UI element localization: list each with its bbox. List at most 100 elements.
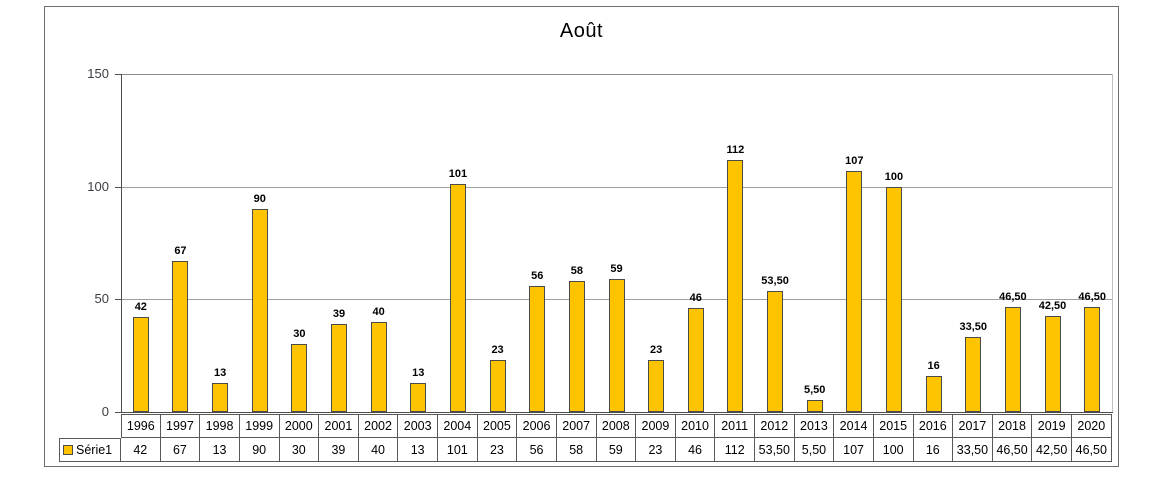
- y-axis-label: 100: [87, 178, 109, 194]
- bar-value-label: 46,50: [1078, 291, 1106, 304]
- value-cell: 90: [239, 438, 280, 462]
- bar: [965, 336, 982, 412]
- value-cell: 33,50: [953, 438, 993, 462]
- year-cell: 2018: [992, 414, 1033, 438]
- y-axis-tick: [115, 299, 121, 301]
- plot-area: 42 67 13 90 30 39 40 13 101 23 56 58 59 23 46 112 53,50 5…: [121, 74, 1113, 412]
- bar: [212, 382, 229, 412]
- y-axis-label: 150: [87, 66, 109, 81]
- gridline: [121, 186, 1112, 188]
- value-cell: 13: [200, 438, 240, 462]
- gridline: [121, 74, 1112, 75]
- value-cell: 42,50: [1032, 438, 1072, 462]
- bar: [648, 360, 665, 412]
- bar: [727, 159, 744, 412]
- bar-value-label: 39: [332, 308, 346, 321]
- bar-value-label: 13: [213, 366, 227, 379]
- year-cell: 2015: [873, 414, 914, 438]
- bar-value-label: 13: [412, 366, 425, 379]
- year-cell: 2012: [755, 414, 795, 438]
- bar: [291, 344, 308, 412]
- value-cell: 46: [675, 438, 716, 462]
- bar: [806, 399, 823, 412]
- year-cell: 1998: [200, 414, 240, 438]
- bar: [489, 360, 506, 412]
- year-cell: 2008: [596, 414, 637, 438]
- value-cell: 101: [438, 438, 478, 462]
- year-cell: 2010: [675, 414, 716, 438]
- year-cell: 1997: [160, 414, 201, 438]
- bar-value-label: 58: [570, 265, 583, 278]
- year-cell: 2003: [398, 414, 438, 438]
- bar-value-label: 101: [448, 168, 468, 181]
- bar: [568, 281, 585, 412]
- year-cell: 2005: [477, 414, 518, 438]
- bar: [1044, 316, 1061, 412]
- bar: [529, 285, 546, 412]
- bar: [172, 261, 189, 412]
- bar-value-label: 90: [253, 193, 266, 206]
- bar: [885, 186, 902, 412]
- y-axis-label: 50: [94, 291, 109, 307]
- year-cell: 2006: [517, 414, 557, 438]
- legend-cell: Série1: [59, 438, 121, 462]
- value-cell: 100: [873, 438, 914, 462]
- value-cell: 39: [319, 438, 359, 462]
- value-cell: 107: [834, 438, 874, 462]
- y-axis-tick: [115, 412, 121, 413]
- year-cell: 2013: [794, 414, 835, 438]
- y-axis: [121, 74, 122, 413]
- year-cell: 2009: [636, 414, 676, 438]
- bar-value-label: 23: [491, 344, 504, 357]
- bar: [251, 209, 268, 412]
- bar-value-label: 30: [293, 328, 306, 341]
- year-cell: 2016: [913, 414, 954, 438]
- year-cell: 2000: [279, 414, 320, 438]
- bar-value-label: 59: [610, 263, 623, 276]
- value-cell: 23: [477, 438, 518, 462]
- year-cell: 2002: [358, 414, 399, 438]
- legend-label: Série1: [76, 443, 113, 457]
- year-cell: 2019: [1032, 414, 1072, 438]
- year-cell: 1996: [121, 414, 161, 438]
- bar-value-label: 42,50: [1038, 300, 1067, 313]
- year-cell: 2001: [319, 414, 359, 438]
- table-corner-spacer: [59, 414, 121, 438]
- y-axis-tick: [115, 186, 121, 188]
- bar-value-label: 16: [927, 359, 940, 372]
- value-cell: 56: [517, 438, 557, 462]
- bar: [331, 324, 348, 412]
- bar: [449, 184, 466, 412]
- value-cell: 46,50: [992, 438, 1033, 462]
- bar: [687, 308, 704, 412]
- year-cell: 2011: [715, 414, 755, 438]
- bar-value-label: 40: [372, 305, 385, 318]
- y-axis-label: 0: [101, 404, 109, 419]
- bar-value-label: 46,50: [999, 291, 1027, 304]
- bar-value-label: 107: [845, 154, 864, 167]
- value-cell: 59: [596, 438, 637, 462]
- year-cell: 1999: [239, 414, 280, 438]
- bar: [410, 382, 427, 412]
- year-cell: 2014: [834, 414, 874, 438]
- bar-value-label: 42: [134, 301, 147, 314]
- bar-value-label: 53,50: [761, 275, 789, 288]
- legend-key-icon: [63, 445, 73, 455]
- bar-value-label: 23: [650, 344, 663, 357]
- year-cell: 2004: [438, 414, 478, 438]
- bar-value-label: 33,50: [959, 320, 988, 333]
- bar-value-label: 5,50: [803, 383, 826, 396]
- bar-value-label: 56: [531, 269, 544, 282]
- bar-value-label: 67: [174, 245, 187, 258]
- value-cell: 30: [279, 438, 320, 462]
- bar: [925, 375, 942, 412]
- value-cell: 23: [636, 438, 676, 462]
- value-cell: 67: [160, 438, 201, 462]
- value-cell: 16: [913, 438, 954, 462]
- value-cell: 112: [715, 438, 755, 462]
- value-cell: 42: [121, 438, 161, 462]
- value-cell: 53,50: [755, 438, 795, 462]
- bar-value-label: 46: [689, 292, 702, 305]
- x-axis: [121, 412, 1113, 413]
- bar: [370, 321, 387, 412]
